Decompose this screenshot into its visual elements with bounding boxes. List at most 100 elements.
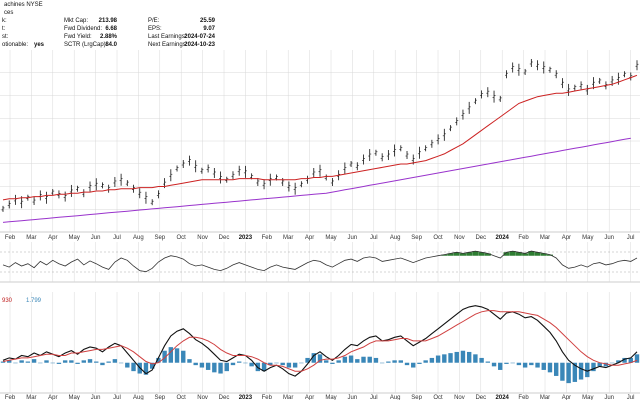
month-tick-label: Sep bbox=[411, 235, 422, 241]
signal-line bbox=[2, 310, 638, 372]
macd-hist-bar bbox=[609, 362, 615, 364]
gridlines bbox=[0, 50, 640, 393]
macd-hist-bar bbox=[25, 361, 31, 363]
macd-hist-bar bbox=[553, 362, 559, 376]
left-row-1-label: t: bbox=[2, 26, 6, 32]
right-row-3-label: Next Earnings: bbox=[148, 42, 188, 48]
macd-hist-bar bbox=[69, 360, 74, 363]
month-tick-label: 2023 bbox=[239, 395, 253, 400]
macd-hist-bar bbox=[19, 360, 24, 363]
month-tick-label: May bbox=[69, 395, 80, 400]
macd-hist-bar bbox=[243, 362, 248, 364]
macd-hist-bar bbox=[38, 362, 43, 364]
macd-hist-bar bbox=[143, 362, 149, 375]
macd-hist-bar bbox=[31, 359, 37, 363]
left-row-3-value: yes bbox=[34, 42, 45, 48]
month-tick-label: May bbox=[325, 395, 336, 400]
month-tick-label: Feb bbox=[262, 235, 273, 241]
month-tick-label: May bbox=[582, 235, 593, 241]
macd-hist-bar bbox=[423, 360, 428, 363]
macd-hist-bar bbox=[118, 362, 124, 364]
month-tick-label: Jul bbox=[627, 395, 635, 400]
macd-hist-bar bbox=[392, 360, 397, 363]
chart-subtitle: ces bbox=[4, 10, 13, 16]
macd-hist-bar bbox=[429, 357, 435, 363]
macd-hist-bar bbox=[361, 356, 366, 363]
macd-hist-bar bbox=[560, 362, 565, 381]
macd-hist-bar bbox=[0, 361, 6, 363]
macd-hist-bar bbox=[373, 357, 379, 363]
month-tick-label: Mar bbox=[540, 235, 550, 241]
macd-hist-bar bbox=[535, 362, 540, 368]
month-tick-label: Jul bbox=[113, 235, 121, 241]
macd-hist-bar bbox=[274, 362, 279, 364]
month-tick-label: May bbox=[325, 235, 336, 241]
month-tick-label: Mar bbox=[283, 235, 293, 241]
macd-hist-bar bbox=[218, 362, 223, 374]
mid-row-2-value: 2.88% bbox=[100, 34, 118, 40]
month-tick-label: Apr bbox=[48, 395, 57, 400]
macd-hist-bar bbox=[324, 360, 329, 363]
month-tick-label: May bbox=[582, 395, 593, 400]
macd-hist-bar bbox=[435, 355, 441, 363]
left-row-0-label: k: bbox=[2, 18, 7, 24]
macd-hist-bar bbox=[236, 361, 242, 363]
ma-short-line bbox=[2, 74, 638, 201]
macd-hist-bar bbox=[106, 361, 111, 363]
month-tick-label: Mar bbox=[26, 235, 36, 241]
macd-hist-bar bbox=[249, 362, 254, 367]
macd-hist-bar bbox=[330, 362, 335, 364]
month-tick-label: Dec bbox=[219, 235, 230, 241]
month-tick-label: Apr bbox=[305, 235, 314, 241]
macd-hist-bar bbox=[205, 362, 211, 370]
macd-hist-bar bbox=[112, 359, 118, 363]
macd-hist-bar bbox=[522, 362, 528, 368]
month-tick-label: Nov bbox=[197, 235, 208, 241]
month-tick-label: Jun bbox=[604, 235, 614, 241]
macd-hist-bar bbox=[634, 354, 640, 363]
mid-row-3-value: 84.0 bbox=[105, 42, 117, 48]
macd-hist-bar bbox=[448, 353, 453, 363]
macd-hist-bar bbox=[622, 357, 627, 363]
month-tick-label: Apr bbox=[562, 395, 571, 400]
month-tick-label: Nov bbox=[454, 395, 465, 400]
macd-hist-bar bbox=[566, 362, 571, 384]
macd-hist-bar bbox=[616, 360, 621, 363]
macd-hist-bar bbox=[355, 359, 360, 363]
macd-hist-bar bbox=[498, 362, 503, 370]
macd-hist-bar bbox=[510, 362, 515, 364]
month-tick-label: Aug bbox=[133, 395, 144, 400]
macd-hist-bar bbox=[603, 362, 609, 367]
macd-hist-bar bbox=[187, 359, 192, 363]
month-tick-label: Jul bbox=[113, 395, 121, 400]
month-tick-label: Dec bbox=[475, 235, 486, 241]
month-tick-label: Jun bbox=[91, 235, 101, 241]
macd-hist-bar bbox=[299, 362, 304, 364]
month-tick-label: Nov bbox=[197, 395, 208, 400]
macd-hist-bar bbox=[44, 360, 49, 363]
right-row-2-label: Last Earnings: bbox=[148, 34, 187, 40]
macd-hist-bar bbox=[75, 362, 80, 364]
month-tick-label: Jun bbox=[348, 395, 358, 400]
macd-hist-bar bbox=[348, 355, 354, 363]
macd-hist-bar bbox=[87, 359, 93, 363]
month-tick-label: Mar bbox=[283, 395, 293, 400]
right-row-1-value: 9.07 bbox=[203, 26, 215, 32]
mid-row-1-label: Fwd Dividend: bbox=[64, 26, 102, 32]
month-tick-label: Jun bbox=[91, 395, 101, 400]
macd-hist-bar bbox=[479, 357, 484, 363]
macd-hist-bar bbox=[597, 362, 602, 367]
rsi-line bbox=[2, 250, 638, 273]
month-tick-label: Jul bbox=[370, 395, 378, 400]
macd-hist-bar bbox=[149, 362, 155, 369]
month-tick-label: Dec bbox=[219, 395, 230, 400]
month-tick-label: Apr bbox=[305, 395, 314, 400]
month-tick-label: Jul bbox=[370, 235, 378, 241]
macd-hist-bar bbox=[342, 356, 348, 363]
month-tick-label: Apr bbox=[562, 235, 571, 241]
month-tick-label: 2023 bbox=[239, 235, 253, 241]
macd-hist-bar bbox=[212, 362, 217, 373]
macd-hist-bar bbox=[56, 362, 62, 364]
macd-hist-bar bbox=[442, 354, 447, 363]
macd-hist-bar bbox=[404, 362, 410, 366]
